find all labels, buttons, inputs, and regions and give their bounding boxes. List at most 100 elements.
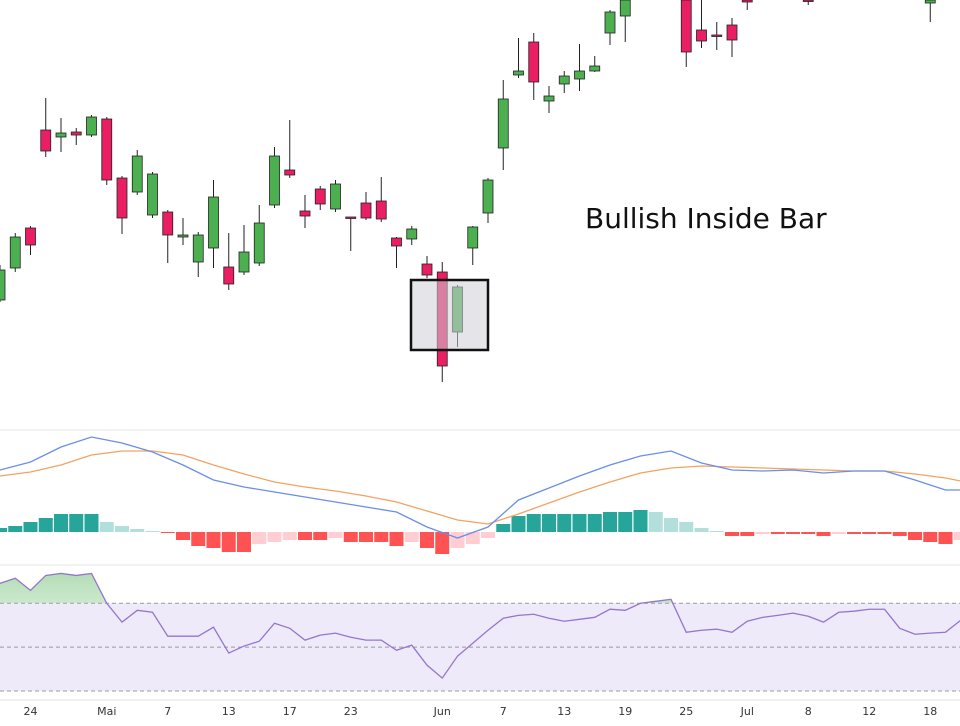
macd-histogram-bar bbox=[603, 512, 617, 532]
x-tick-label: 7 bbox=[500, 705, 507, 718]
macd-histogram-bar bbox=[206, 532, 221, 548]
candle-body bbox=[162, 211, 174, 236]
macd-signal bbox=[0, 450, 960, 525]
x-tick-label: 18 bbox=[923, 705, 937, 718]
macd-histogram-bar bbox=[84, 514, 99, 532]
macd-histogram-bar bbox=[557, 514, 572, 532]
macd-histogram-bar bbox=[664, 518, 678, 532]
candle-body bbox=[253, 222, 265, 264]
macd-histogram-bar bbox=[587, 514, 602, 532]
macd-histogram-bar bbox=[99, 522, 114, 532]
candle-body bbox=[482, 179, 494, 214]
macd-histogram-bar bbox=[618, 512, 633, 532]
candle-body bbox=[558, 75, 570, 85]
macd-histogram-bar bbox=[389, 532, 404, 546]
macd-histogram-bar bbox=[359, 532, 373, 542]
candle-body bbox=[924, 0, 936, 4]
macd-histogram-bar bbox=[54, 514, 68, 532]
annotation: Bullish Inside Bar bbox=[585, 202, 827, 235]
candle-body bbox=[726, 24, 738, 41]
macd-histogram-bar bbox=[69, 514, 84, 532]
candle-body bbox=[574, 70, 585, 80]
candle-body bbox=[40, 129, 52, 152]
macd-histogram-bar bbox=[892, 532, 907, 536]
macd-histogram-bar bbox=[298, 532, 312, 540]
macd-histogram-bar bbox=[221, 532, 236, 552]
macd-histogram-bar bbox=[191, 532, 206, 546]
candle-body bbox=[528, 41, 540, 83]
macd-histogram-bar bbox=[908, 532, 922, 540]
macd-histogram-bar bbox=[496, 524, 511, 532]
candle-body bbox=[619, 0, 631, 17]
macd-histogram-bar bbox=[450, 532, 465, 548]
candle-body bbox=[223, 266, 235, 285]
macd-histogram-bar bbox=[404, 532, 419, 542]
macd-histogram-bar bbox=[816, 532, 831, 536]
macd-histogram-bar bbox=[542, 514, 556, 532]
candle-body bbox=[802, 0, 814, 2]
macd-histogram-bar bbox=[38, 518, 53, 532]
x-tick-label: 24 bbox=[24, 705, 38, 718]
macd-histogram-bar bbox=[313, 532, 328, 540]
macd-histogram-bar bbox=[953, 532, 960, 540]
macd-histogram-bar bbox=[420, 532, 434, 548]
candle-body bbox=[192, 234, 204, 263]
candle-body bbox=[360, 202, 372, 219]
macd-histogram-bar bbox=[938, 532, 953, 544]
x-tick-label: 17 bbox=[283, 705, 297, 718]
macd-histogram-bar bbox=[465, 532, 480, 544]
candle-body bbox=[741, 0, 753, 3]
candle-body bbox=[406, 228, 418, 240]
candle-body bbox=[116, 177, 128, 219]
macd-histogram-bar bbox=[374, 532, 389, 542]
candle-body bbox=[9, 236, 21, 269]
macd-histogram-bar bbox=[572, 514, 587, 532]
candle-body bbox=[711, 34, 723, 37]
candle-body bbox=[55, 132, 67, 138]
macd-histogram-bar bbox=[481, 532, 495, 538]
macd-histogram-bar bbox=[801, 532, 816, 534]
macd-histogram-bar bbox=[267, 532, 282, 542]
candle-body bbox=[467, 226, 479, 249]
macd-line bbox=[0, 436, 960, 539]
x-tick-label: 25 bbox=[679, 705, 693, 718]
candle-body bbox=[284, 169, 296, 176]
macd-histogram-bar bbox=[877, 532, 892, 534]
x-tick-label: 13 bbox=[222, 705, 236, 718]
candle-body bbox=[86, 116, 97, 136]
time-axis: 24 Mai 7 13 17 23 Jun 7 13 19 25 Jul 8 12 18 bbox=[24, 705, 938, 718]
candle-body bbox=[238, 251, 250, 273]
candle-body bbox=[391, 237, 402, 247]
candle-body bbox=[70, 131, 82, 136]
macd-histogram-bar bbox=[786, 532, 800, 534]
candle-body bbox=[25, 227, 36, 246]
macd-histogram-bar bbox=[831, 532, 846, 534]
x-tick-label: 19 bbox=[618, 705, 632, 718]
macd-histogram-bar bbox=[755, 532, 770, 534]
x-tick-label: 7 bbox=[164, 705, 171, 718]
macd-histogram-bar bbox=[770, 532, 785, 534]
macd-histogram-bar bbox=[740, 532, 755, 536]
candle-body bbox=[589, 65, 601, 72]
macd-histogram-bar bbox=[679, 522, 694, 532]
x-tick-label: Jul bbox=[740, 705, 754, 718]
macd-histogram-bar bbox=[847, 532, 861, 534]
candle-body bbox=[375, 200, 387, 220]
macd-histogram-bar bbox=[176, 532, 190, 540]
macd-histogram-bar bbox=[648, 512, 663, 532]
candle-body bbox=[147, 173, 158, 216]
x-tick-label: Jun bbox=[433, 705, 451, 718]
candle-body bbox=[330, 183, 341, 210]
macd-histogram-bar bbox=[709, 531, 724, 532]
macd-histogram-bar bbox=[0, 528, 7, 532]
candle-body bbox=[314, 188, 326, 205]
candle-body bbox=[604, 11, 616, 34]
rsi-line bbox=[0, 572, 960, 680]
macd-histogram-bar bbox=[237, 532, 251, 552]
macd-histogram-bar bbox=[328, 532, 343, 538]
x-tick-label: 8 bbox=[805, 705, 812, 718]
candle-body bbox=[177, 234, 189, 238]
macd-histogram-bar bbox=[435, 532, 450, 554]
candle-body bbox=[421, 263, 433, 276]
